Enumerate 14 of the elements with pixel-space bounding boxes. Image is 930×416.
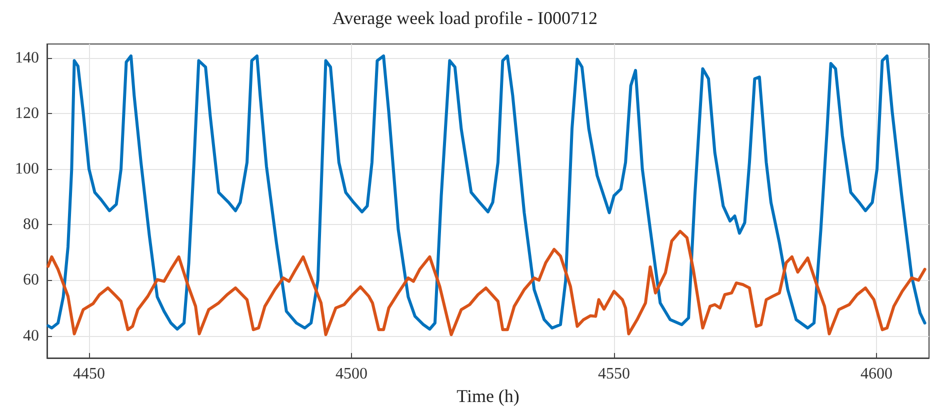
x-tick-label: 4600 [860, 366, 892, 382]
line-series [46, 54, 926, 331]
x-axis-title: Time (h) [456, 386, 520, 406]
y-tick-label: 100 [15, 160, 39, 178]
line-series [46, 230, 926, 336]
x-tick-label: 4550 [598, 366, 630, 382]
x-tick-label: 4500 [336, 366, 368, 382]
chart-title: Average week load profile - I000712 [332, 8, 598, 28]
y-tick-label: 60 [23, 272, 39, 289]
y-tick-label: 120 [15, 104, 39, 122]
y-tick-label: 140 [15, 49, 39, 66]
x-tick-label: 4450 [73, 366, 105, 382]
y-tick-label: 40 [23, 327, 39, 344]
y-tick-label: 80 [23, 216, 39, 234]
